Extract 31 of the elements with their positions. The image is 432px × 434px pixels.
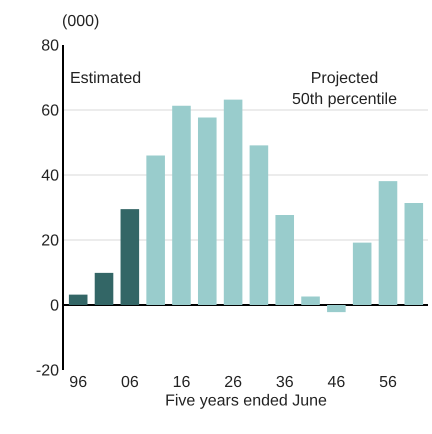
bar <box>275 214 294 305</box>
y-tick-label: 40 <box>41 168 60 185</box>
x-tick-label: 36 <box>276 374 294 391</box>
bar <box>68 294 88 305</box>
bar <box>250 145 268 305</box>
bar <box>172 106 191 305</box>
y-tick-label: 60 <box>41 102 60 120</box>
x-tick-label: 06 <box>120 374 139 391</box>
annotation: Projected 50th percentile <box>292 70 398 108</box>
bar <box>120 209 140 305</box>
x-tick-label: 46 <box>327 374 346 391</box>
x-tick-label: 16 <box>172 374 190 391</box>
bar <box>94 272 114 305</box>
bar <box>198 117 217 305</box>
bar <box>224 100 242 305</box>
x-tick-label: 96 <box>69 374 88 391</box>
bar <box>146 156 165 305</box>
x-axis-title: Five years ended June <box>165 392 328 410</box>
annotation: Estimated <box>70 70 142 87</box>
y-axis-title: (000) <box>62 13 100 30</box>
x-tick-label: 26 <box>224 374 242 391</box>
bar <box>327 305 346 312</box>
y-tick-label: -20 <box>36 362 60 380</box>
bar <box>352 242 372 305</box>
y-tick-label: 80 <box>41 38 60 55</box>
y-tick-label: 20 <box>41 232 60 250</box>
x-tick-label: 56 <box>379 374 397 391</box>
bar <box>378 181 398 305</box>
bar <box>404 202 424 305</box>
bar <box>301 296 320 305</box>
y-tick-label: 0 <box>50 298 60 315</box>
